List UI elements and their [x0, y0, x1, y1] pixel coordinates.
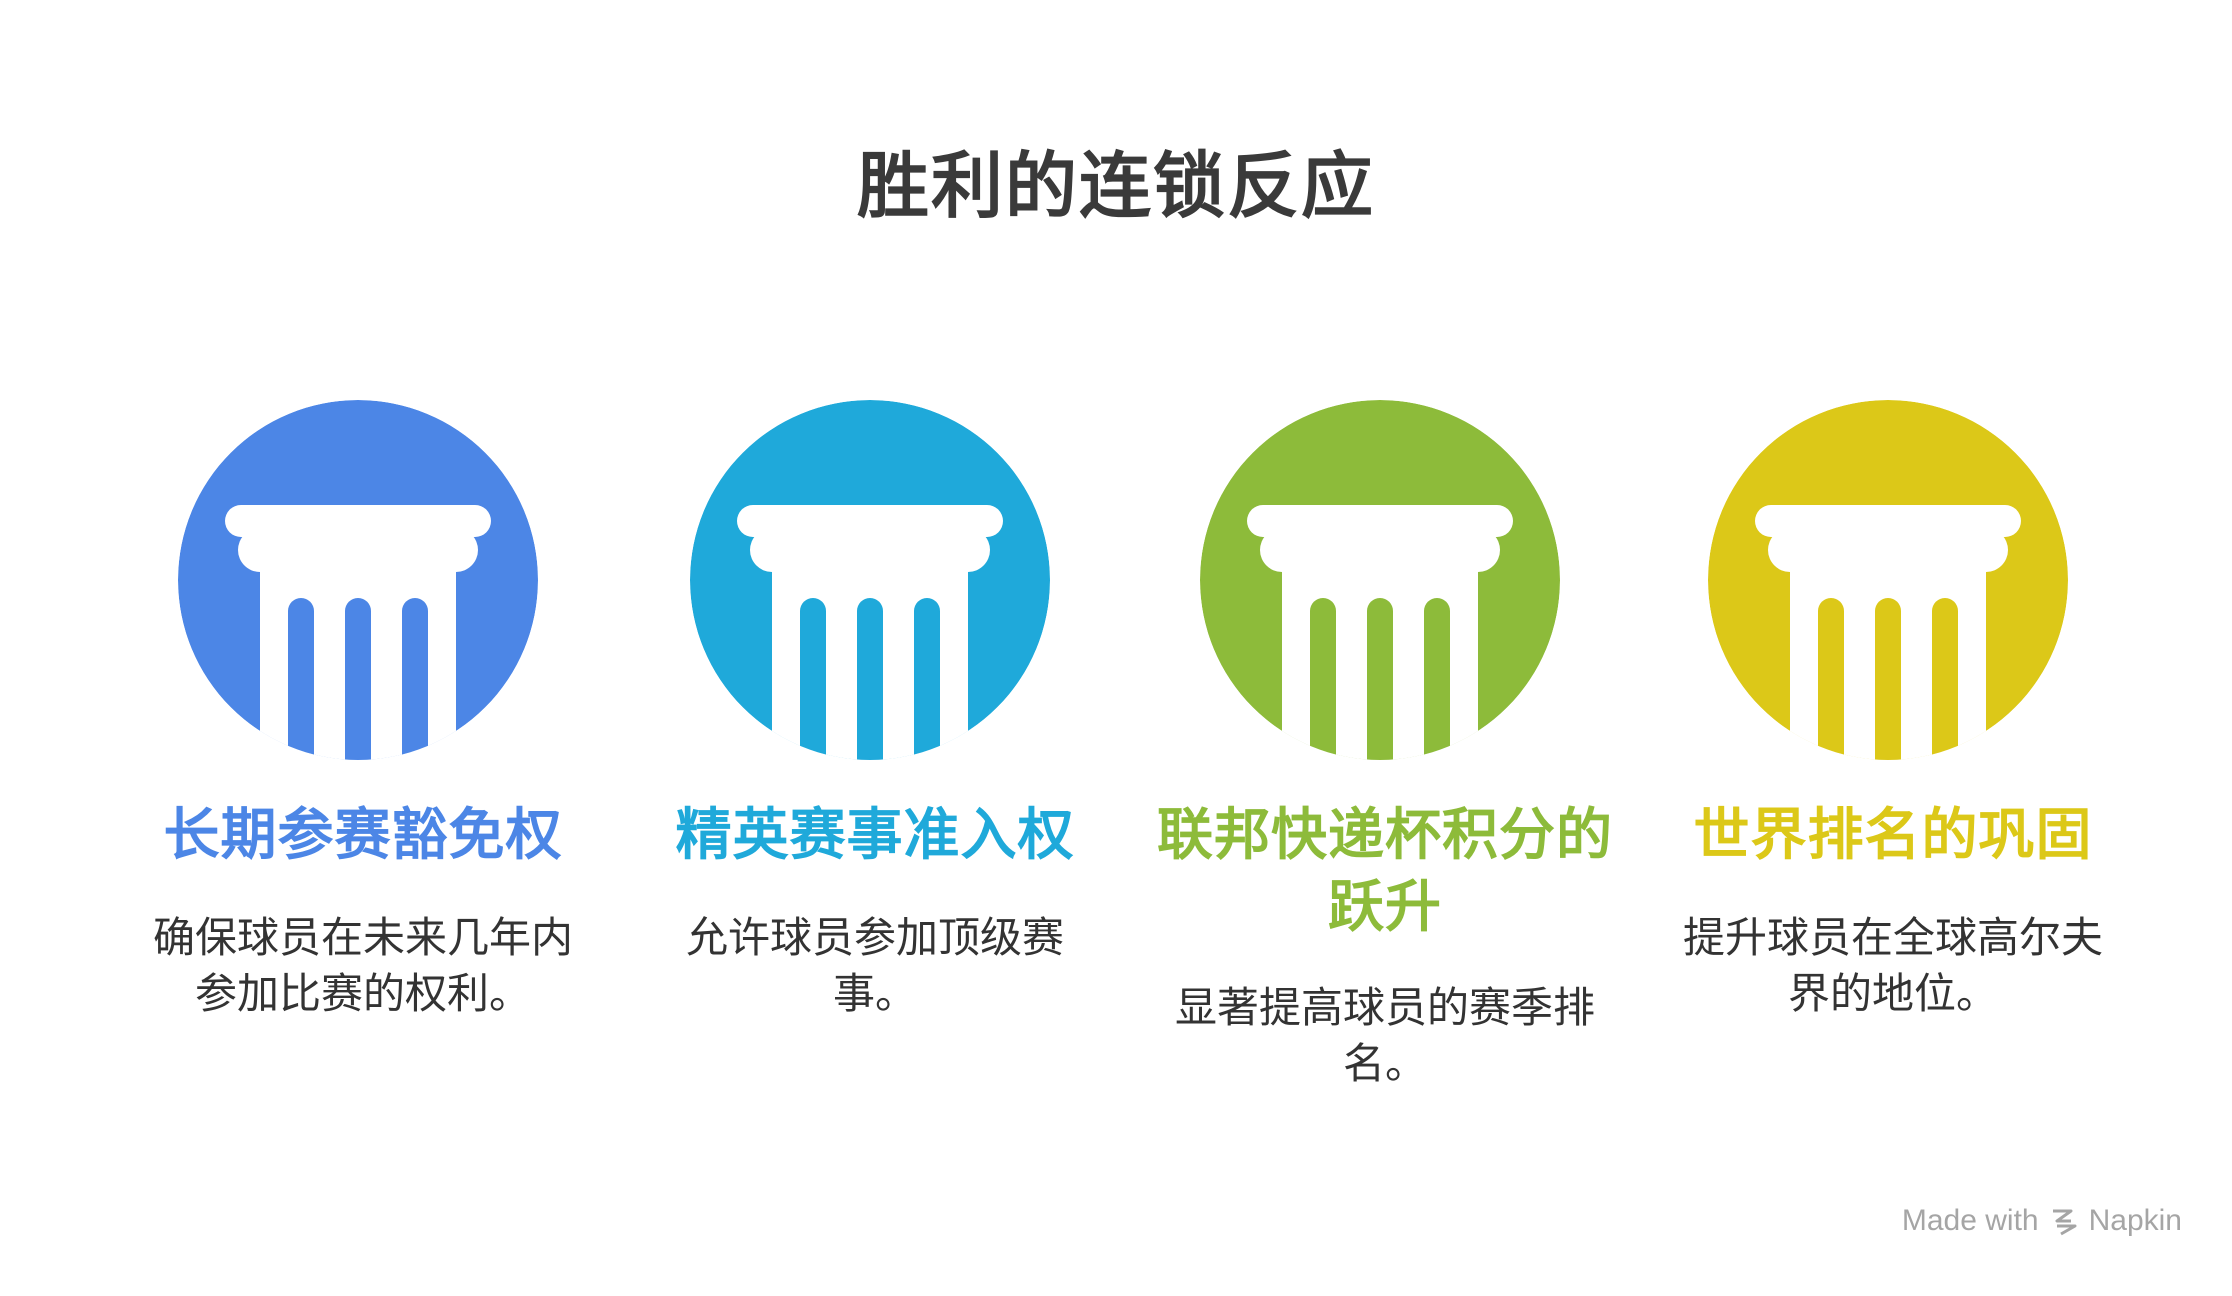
card-description: 确保球员在未来几年内参加比赛的权利。 [152, 913, 573, 1018]
column-icon [1708, 400, 2068, 760]
circle-badge-4 [1708, 400, 2068, 760]
card-description: 显著提高球员的赛季排名。 [1174, 983, 1595, 1088]
footer-attribution[interactable]: Made with Napkin [1902, 1204, 2182, 1238]
page-title: 胜利的连锁反应 [856, 144, 1375, 228]
column-icon [1200, 400, 1560, 760]
circle-badge-2 [690, 400, 1050, 760]
column-icon [178, 400, 538, 760]
card-title: 精英赛事准入权 [675, 803, 1075, 868]
circle-badge-1 [178, 400, 538, 760]
card-description: 允许球员参加顶级赛事。 [685, 913, 1064, 1018]
napkin-brand-label: Napkin [2088, 1204, 2182, 1237]
card-title: 世界排名的巩固 [1693, 803, 2093, 868]
column-icon [690, 400, 1050, 760]
made-with-label: Made with [1901, 1204, 2039, 1237]
circle-badge-3 [1200, 400, 1560, 760]
card-description: 提升球员在全球高尔夫界的地位。 [1682, 913, 2103, 1018]
card-title: 长期参赛豁免权 [163, 803, 563, 868]
card-title: 联邦快递杯积分的跃升 [1157, 803, 1613, 940]
napkin-logo-icon [2052, 1209, 2077, 1236]
